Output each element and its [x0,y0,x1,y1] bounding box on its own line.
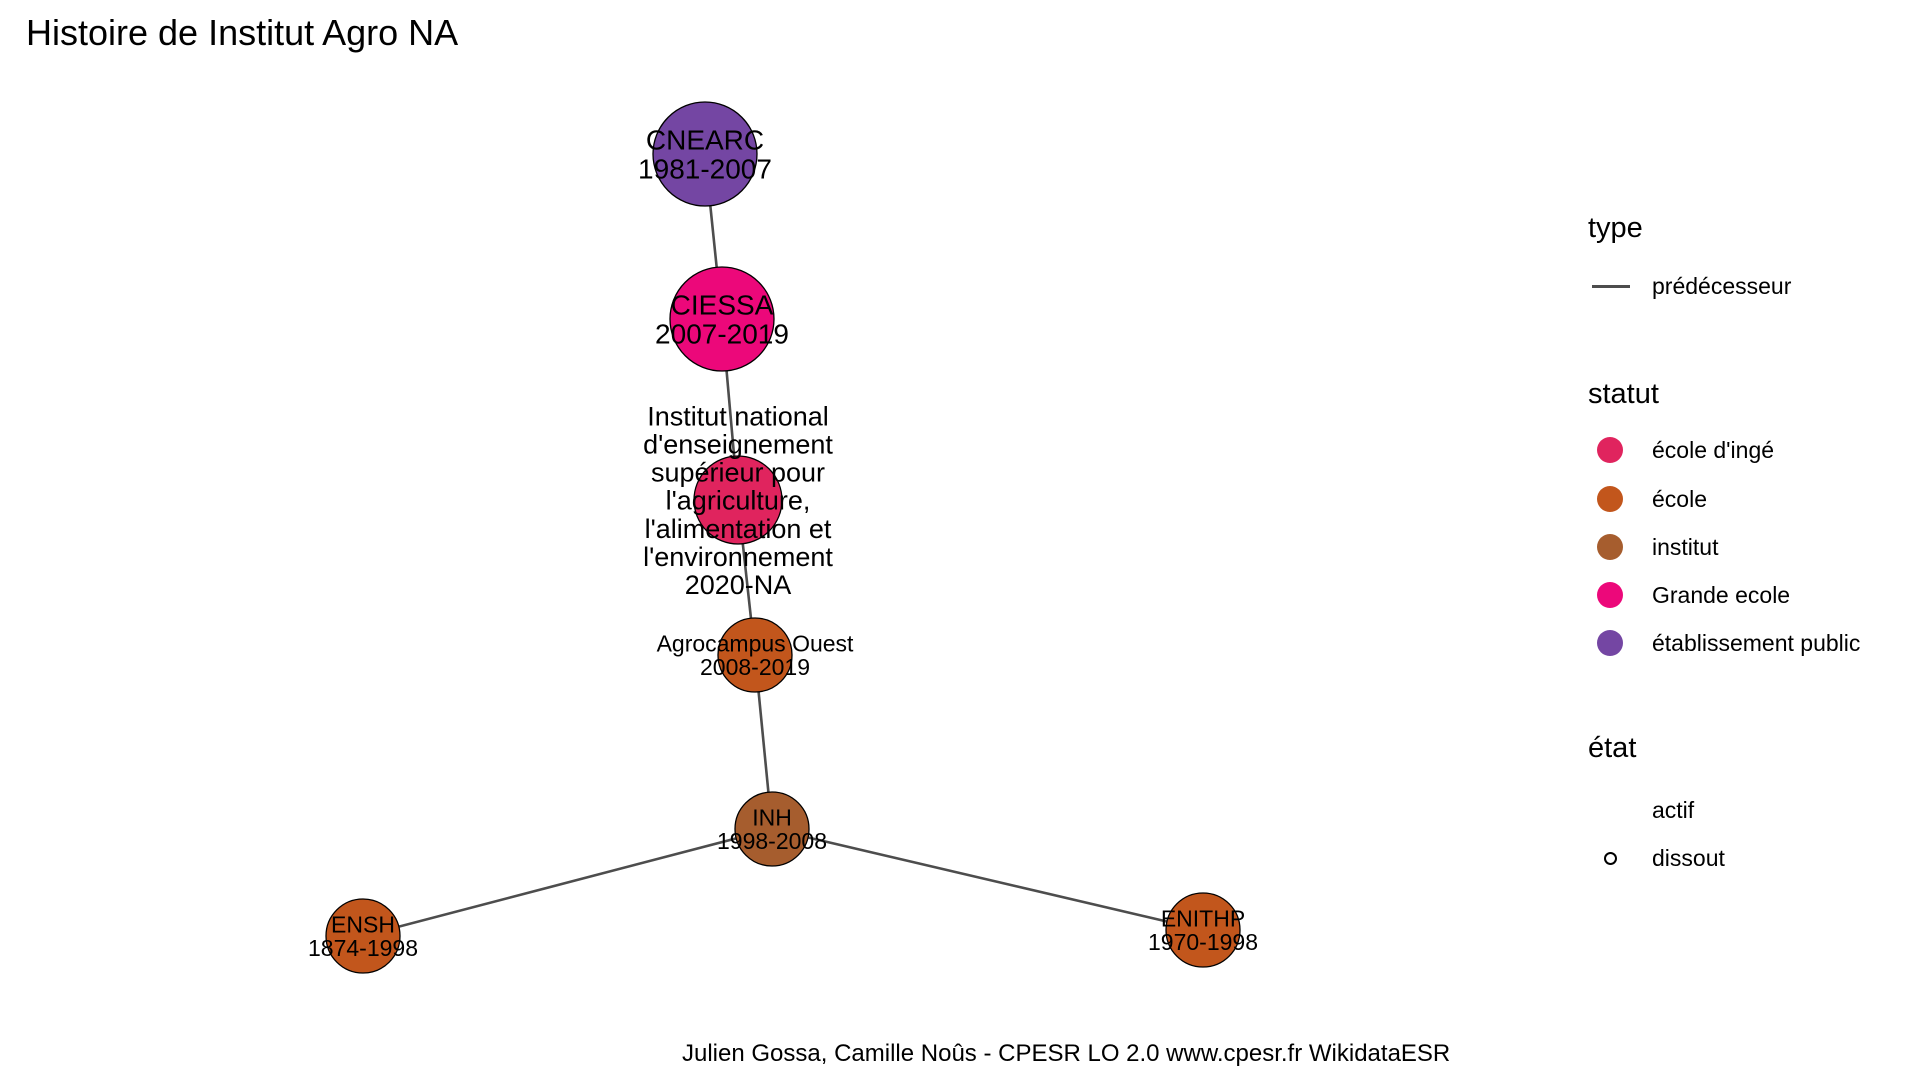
legend-label: prédécesseur [1652,273,1792,299]
node-name: l'environnement [643,542,833,572]
labels-layer: CNEARC 1981-2007 CIESSA 2007-2019 Institut n… [308,125,1258,962]
legend-label: établissement public [1652,630,1861,656]
edge-inh-ensh [362,827,773,938]
legend-label: actif [1652,797,1695,823]
legend-type-title: type [1588,212,1643,244]
node-label-ciessa: CIESSA 2007-2019 [655,290,789,350]
node-ensh [325,898,401,974]
node-institut [693,455,783,545]
node-label-agrocampus: Agrocampus Ouest 2008-2019 [657,630,854,680]
chart-title: Histoire de Institut Agro NA [26,12,459,53]
legend-label: Grande ecole [1652,582,1791,608]
caption: Julien Gossa, Camille Noûs - CPESR LO 2.… [682,1040,1451,1067]
node-years: 2008-2019 [700,654,810,680]
node-label-inh: INH 1998-2008 [717,804,827,854]
node-name: l'alimentation et [645,514,832,544]
node-name: ENSH [331,911,395,937]
dissout-ring-icon [1604,852,1617,865]
legend-item-predecesseur: prédécesseur [1588,266,1908,306]
legend-item-institut: institut [1588,527,1908,567]
node-years: 1874-1998 [308,935,418,961]
legend-swatch [1597,630,1623,656]
node-years: 1970-1998 [1148,929,1258,955]
node-cnearc [652,101,758,207]
legend-item-ecole-inge: école d'ingé [1588,430,1908,470]
legend-swatch [1597,534,1623,560]
legend-item-ecole: école [1588,479,1908,519]
network-graph: CNEARC 1981-2007 CIESSA 2007-2019 Institut n… [308,101,1258,974]
legend-label: institut [1652,534,1719,560]
legend-label: école d'ingé [1652,437,1775,463]
legend-item-grande-ecole: Grande ecole [1588,575,1908,615]
node-name: Agrocampus Ouest [657,630,854,656]
legend-etat-title: état [1588,732,1637,764]
node-name: l'agriculture, [666,486,811,516]
node-name: CNEARC [646,125,764,156]
legend-swatch [1597,437,1623,463]
legend-item-dissout: dissout [1588,838,1908,878]
node-name: d'enseignement [643,430,833,460]
node-label-cnearc: CNEARC 1981-2007 [638,125,772,185]
node-name: INH [752,804,792,830]
node-years: 2007-2019 [655,319,789,350]
node-label-institut: Institut national d'enseignement supérieur… [643,401,833,599]
legend-swatch [1597,582,1623,608]
legend-key-empty [1588,790,1632,830]
node-enithp [1165,892,1241,968]
node-inh [734,791,810,867]
node-years: 2020-NA [685,570,792,600]
legend-label: école [1652,486,1707,512]
node-label-enithp: ENITHP 1970-1998 [1148,905,1258,955]
node-name: CIESSA [671,290,774,321]
nodes-layer [325,101,1241,974]
node-agrocampus [717,617,793,693]
node-years: 1981-2007 [638,154,772,185]
node-name: supérieur pour [651,458,825,488]
legend-swatch [1597,486,1623,512]
node-ciessa [669,266,775,372]
legend-item-actif: actif [1588,790,1908,830]
edge-inh-enithp [771,827,1204,932]
legend-label: dissout [1652,845,1725,871]
legend-key-line [1588,266,1632,306]
legend-item-etablissement-public: établissement public [1588,623,1908,663]
node-name: Institut national [647,401,829,431]
node-years: 1998-2008 [717,828,827,854]
node-name: ENITHP [1161,905,1245,931]
legend-statut-title: statut [1588,378,1659,410]
node-label-ensh: ENSH 1874-1998 [308,911,418,961]
